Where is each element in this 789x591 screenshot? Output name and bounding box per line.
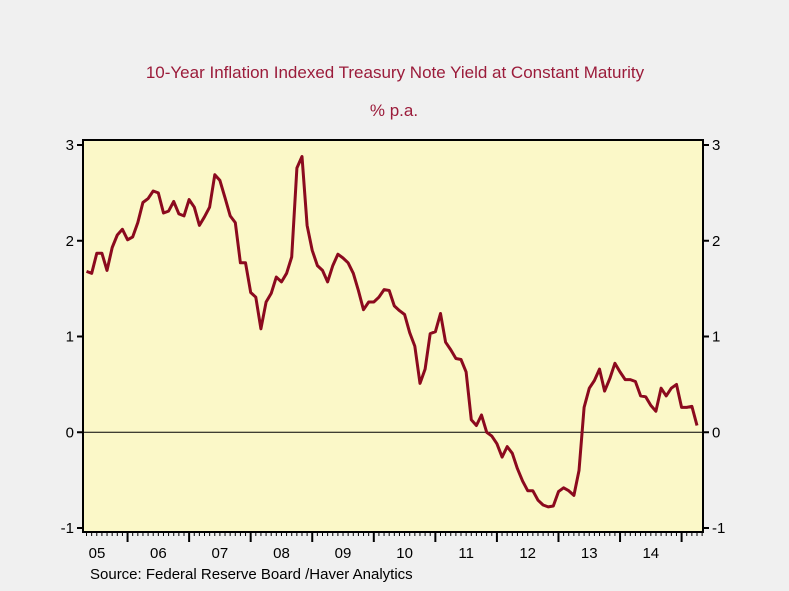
y-tick-label-left: 1 (66, 329, 74, 346)
x-tick-label: 08 (273, 545, 290, 562)
x-tick-label: 05 (89, 545, 106, 562)
y-tick-label-left: 2 (66, 233, 74, 250)
y-tick-label-right: 3 (712, 137, 720, 154)
series-line (85, 155, 699, 509)
x-tick-label: 10 (396, 545, 413, 562)
x-tick-label: 11 (458, 545, 474, 562)
plot-area (82, 139, 704, 533)
y-tick-label-left: -1 (61, 520, 74, 537)
x-tick-label: 12 (519, 545, 536, 562)
y-tick-label-left: 0 (66, 424, 74, 441)
x-tick-label: 06 (150, 545, 167, 562)
source-note: Source: Federal Reserve Board /Haver Ana… (90, 566, 413, 583)
x-tick-label: 13 (581, 545, 598, 562)
y-tick-label-right: 1 (712, 329, 720, 346)
axes: 3 32 21 10 0-1 -105 06 07 08 09 10 11 12 13 14 (61, 137, 726, 562)
chart-subtitle: % p.a. (370, 101, 418, 120)
y-tick-label-left: 3 (66, 137, 74, 154)
chart-title: 10-Year Inflation Indexed Treasury Note … (146, 63, 645, 82)
x-tick-label: 09 (335, 545, 352, 562)
x-tick-label: 07 (212, 545, 229, 562)
y-tick-label-right: -1 (712, 520, 725, 537)
x-tick-label: 14 (642, 545, 659, 562)
y-tick-label-right: 2 (712, 233, 720, 250)
y-tick-label-right: 0 (712, 424, 720, 441)
